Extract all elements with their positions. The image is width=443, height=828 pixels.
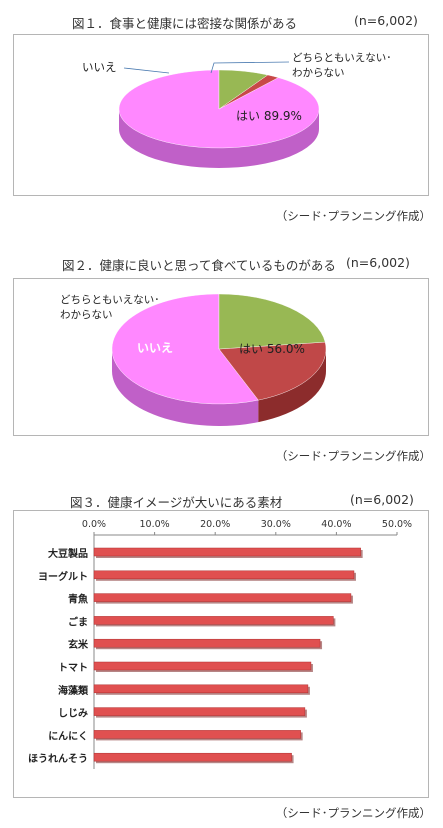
- chart3-source: （シード･プランニング作成）: [275, 806, 431, 820]
- pie-label-2: どちらともいえない･わからない: [292, 52, 392, 79]
- pie-label-2: どちらともいえない･わからない: [60, 294, 160, 321]
- bar: [93, 638, 321, 648]
- chart2-title: 図２．健康に良いと思って食べているものがある: [62, 258, 336, 273]
- category-label: にんにく: [48, 730, 88, 742]
- pie-label-0: はい 56.0%: [239, 342, 305, 356]
- bar: [93, 661, 312, 671]
- pie-slice-0: [111, 293, 259, 405]
- chart3-frame: 0.0% 10.0% 20.0% 30.0% 40.0% 50.0% 大豆製品ヨーグルト青魚…: [13, 510, 429, 798]
- pie-label-1: いいえ: [82, 60, 117, 74]
- category-label: ほうれんそう: [28, 753, 88, 765]
- pie-slice-2: [218, 293, 326, 350]
- chart2-sample-size: (n=6,002): [346, 255, 410, 270]
- bar: [93, 707, 306, 716]
- chart1-pie: はい 89.9% いいえ どちらともいえない･わからない: [82, 52, 392, 168]
- bar: [93, 547, 361, 557]
- chart2-pie: はい 56.0% いいえ どちらともいえない･わからない: [60, 293, 327, 426]
- pie-label-0: はい 89.9%: [236, 109, 302, 123]
- category-label: 海藻類: [58, 684, 89, 697]
- x-tick-label: 40.0%: [321, 519, 351, 530]
- x-tick-label: 0.0%: [82, 519, 106, 530]
- category-label: 玄米: [68, 638, 89, 651]
- category-label: しじみ: [58, 708, 88, 720]
- bar: [93, 684, 309, 694]
- bar: [93, 730, 301, 739]
- bar: [93, 570, 355, 580]
- chart1-frame: はい 89.9% いいえ どちらともいえない･わからない: [13, 34, 429, 196]
- chart3-bars: 0.0% 10.0% 20.0% 30.0% 40.0% 50.0% 大豆製品ヨーグルト青魚…: [28, 519, 412, 769]
- chart2-frame: はい 56.0% いいえ どちらともいえない･わからない: [13, 278, 429, 436]
- bar: [93, 593, 352, 602]
- category-label: 大豆製品: [48, 547, 88, 560]
- chart1-source: （シード･プランニング作成）: [275, 209, 431, 223]
- category-label: トマト: [58, 662, 88, 674]
- x-tick-label: 50.0%: [382, 519, 412, 530]
- pie-slice-1: [218, 341, 327, 401]
- x-tick-label: 10.0%: [140, 519, 170, 530]
- chart1-sample-size: (n=6,002): [354, 13, 418, 28]
- pie-slice-side-0: [112, 349, 259, 426]
- bar: [93, 752, 292, 762]
- pie-label-1: いいえ: [137, 341, 173, 355]
- category-label: ヨーグルト: [38, 570, 88, 583]
- x-tick-label: 20.0%: [200, 519, 230, 530]
- pie-slice-side-0: [119, 109, 319, 168]
- chart3-sample-size: (n=6,002): [350, 492, 414, 507]
- pie-slice-2: [218, 69, 269, 110]
- x-tick-label: 30.0%: [261, 519, 291, 530]
- chart3-title: 図３．健康イメージが大いにある素材: [70, 495, 283, 510]
- chart1-title: 図１．食事と健康には密接な関係がある: [72, 16, 298, 31]
- category-label: ごま: [68, 615, 88, 628]
- category-label: 青魚: [68, 593, 88, 606]
- bar: [93, 616, 334, 625]
- chart2-source: （シード･プランニング作成）: [275, 449, 431, 463]
- pie-slice-side-1: [258, 349, 326, 423]
